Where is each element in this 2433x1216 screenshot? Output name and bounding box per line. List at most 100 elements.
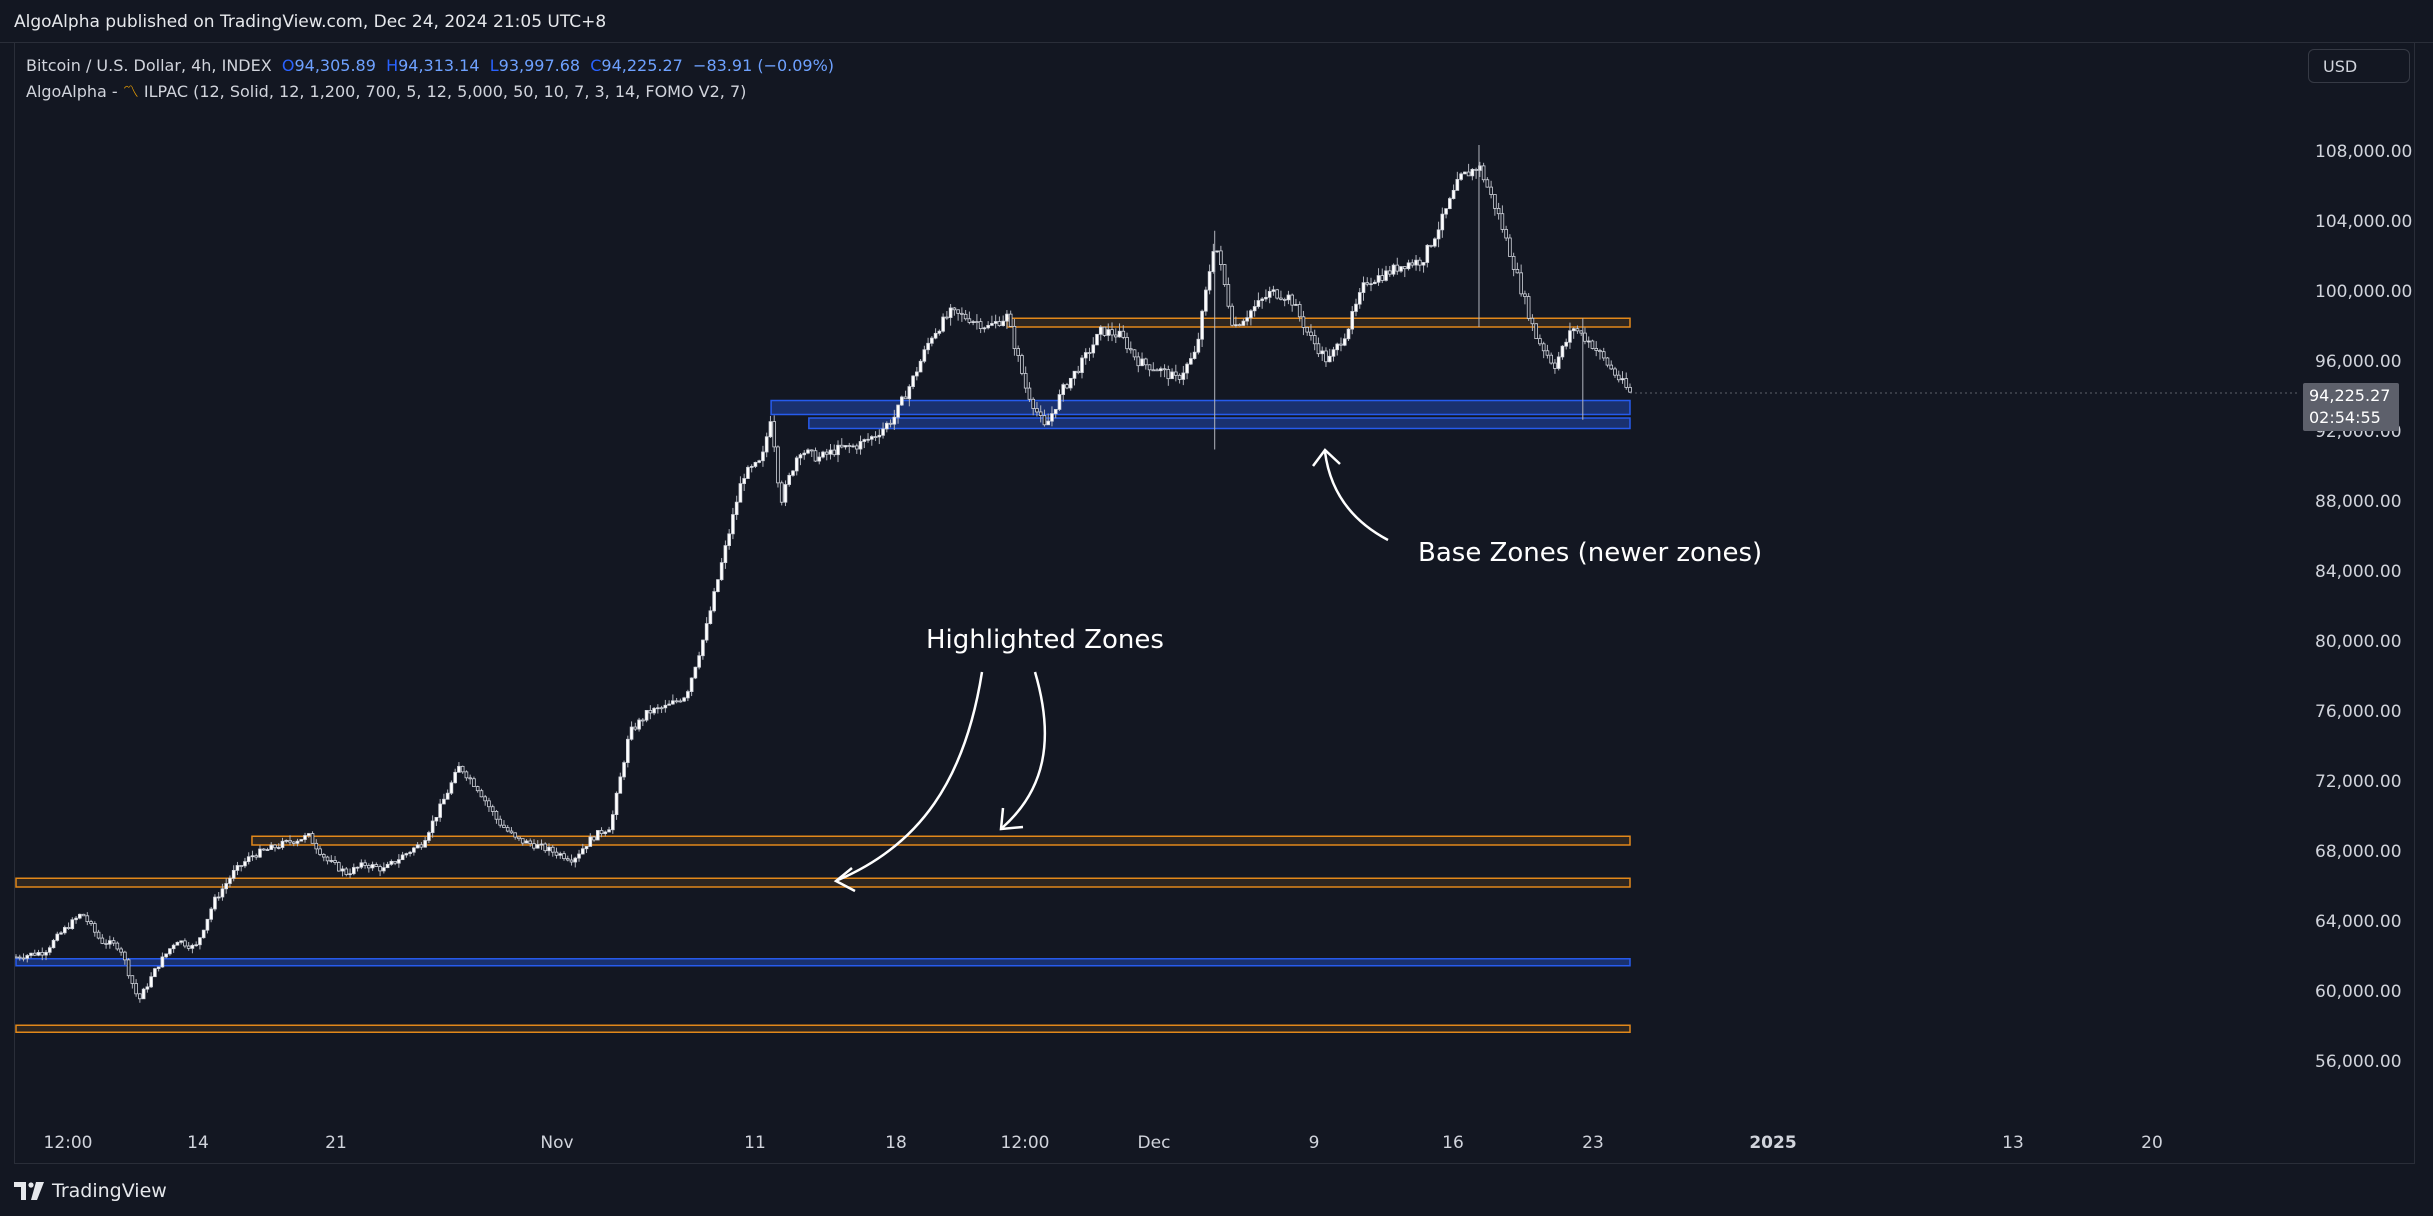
candle-body [1538, 338, 1542, 345]
candle-body [1519, 272, 1523, 295]
time-tick-label: 20 [2141, 1133, 2163, 1153]
candle-body [47, 947, 52, 953]
candle-body [280, 840, 285, 848]
candle-body [130, 975, 135, 984]
candle-body [29, 952, 33, 956]
currency-button[interactable]: USD [2308, 49, 2410, 83]
candle-body [866, 438, 870, 441]
candle-body [115, 942, 120, 950]
candle-body [978, 321, 983, 329]
candle-body [1444, 208, 1448, 215]
candle-body [400, 854, 405, 861]
candle-body [873, 436, 878, 438]
candle-body [1286, 294, 1291, 301]
candle-body [622, 762, 626, 778]
candle-body [652, 707, 656, 714]
price-axis[interactable]: 108,000.00 104,000.00 100,000.00 96,000.00 9… [2295, 86, 2415, 1136]
candle-body [487, 800, 491, 808]
candle-body [472, 778, 476, 787]
last-price-value: 94,225.27 [2309, 386, 2391, 405]
candle-body [1541, 343, 1546, 352]
candle-body [1275, 289, 1279, 299]
ohlc-values: O94,305.89 H94,313.14 L93,997.68 C94,225… [277, 56, 834, 75]
candle-body [198, 937, 202, 946]
candle-body [836, 444, 840, 456]
candle-body [423, 840, 427, 848]
candle-body [513, 832, 518, 838]
candle-body [577, 853, 581, 859]
bar-countdown: 02:54:55 [2309, 408, 2381, 427]
candle-body [160, 956, 165, 968]
candle-body [1301, 316, 1306, 328]
highlighted-zone [15, 1024, 1631, 1033]
candle-body [1523, 293, 1527, 297]
candle-body [1147, 364, 1152, 371]
candle-body [854, 445, 859, 450]
candle-body [36, 952, 41, 956]
candle-body [1249, 310, 1253, 319]
candle-body [1057, 394, 1062, 410]
candle-body [119, 948, 123, 953]
candle-body [547, 846, 551, 852]
candle-body [580, 848, 585, 855]
candle-body [1500, 213, 1505, 230]
candle-body [502, 824, 506, 828]
price-tick-label: 72,000.00 [2315, 772, 2402, 792]
candle-body [1384, 270, 1388, 281]
candle-body [468, 777, 472, 780]
candle-body [190, 944, 195, 949]
time-tick-label: 12:00 [1000, 1133, 1050, 1153]
indicator-legend-row[interactable]: AlgoAlpha - 〽 ILPAC (12, Solid, 12, 1,20… [26, 79, 834, 105]
candle-body [926, 342, 930, 351]
candle-body [941, 316, 945, 332]
symbol-name[interactable]: Bitcoin / U.S. Dollar, 4h, INDEX [26, 56, 272, 75]
candle-body [588, 836, 593, 847]
candle-body [656, 707, 660, 710]
candle-body [543, 843, 548, 852]
candle-body [772, 421, 777, 448]
last-price-badge: 94,225.27 02:54:55 [2303, 383, 2399, 431]
candle-body [164, 953, 168, 958]
candle-body [1282, 298, 1287, 301]
candle-body [824, 451, 829, 455]
candle-body [265, 849, 270, 851]
candle-body [1391, 264, 1396, 275]
candle-body [1271, 289, 1276, 292]
candle-body [1399, 266, 1403, 272]
candle-body [1369, 283, 1373, 286]
candle-body [243, 861, 247, 867]
candle-body [982, 327, 987, 330]
candle-body [1410, 262, 1415, 266]
candle-body [881, 428, 885, 436]
candle-body [813, 450, 818, 462]
candle-body [295, 840, 300, 844]
high-value: 94,313.14 [398, 56, 480, 75]
candle-body [990, 323, 994, 326]
candle-body [1294, 304, 1298, 306]
tradingview-logo[interactable]: TradingView [14, 1180, 167, 1202]
candle-body [325, 856, 330, 862]
candle-body [900, 396, 904, 406]
indicator-settings: ILPAC (12, Solid, 12, 1,200, 700, 5, 12,… [143, 82, 747, 101]
candle-body [359, 862, 364, 868]
close-value: 94,225.27 [601, 56, 683, 75]
candle-body [520, 838, 525, 844]
candle-body [1053, 409, 1058, 415]
candle-body [1609, 364, 1614, 370]
candle-body [220, 888, 225, 898]
candle-body [1222, 264, 1227, 285]
candle-body [851, 445, 855, 448]
candle-body [1144, 358, 1148, 366]
price-tick-label: 96,000.00 [2315, 352, 2402, 372]
candle-body [930, 337, 934, 344]
candle-body [1020, 355, 1024, 374]
candle-body [776, 446, 780, 484]
candle-body [1155, 369, 1159, 372]
candle-body [716, 579, 720, 592]
candle-body [168, 948, 172, 955]
price-tick-label: 88,000.00 [2315, 492, 2402, 512]
header-bar: AlgoAlpha published on TradingView.com, … [0, 0, 2433, 43]
candle-body [1192, 351, 1197, 359]
candle-body [509, 830, 514, 834]
